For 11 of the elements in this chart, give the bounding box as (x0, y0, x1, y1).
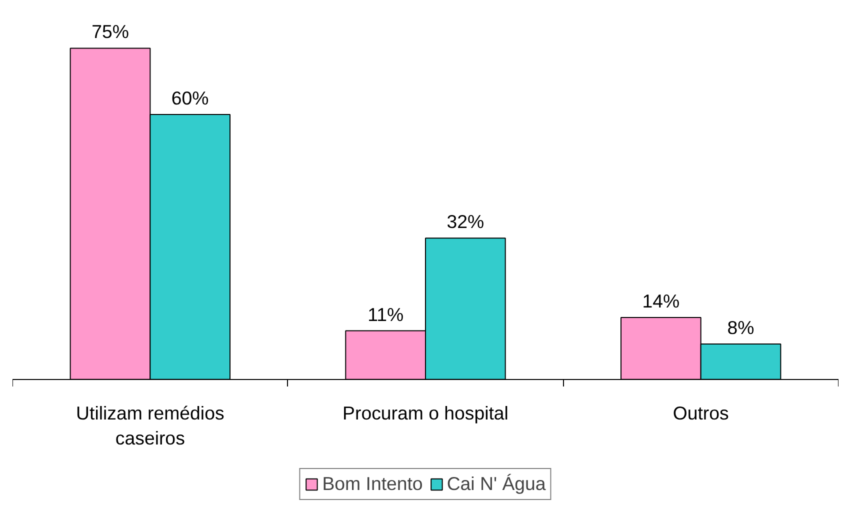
data-label: 8% (727, 317, 754, 338)
data-label: 75% (92, 21, 129, 42)
legend-label: Cai N' Água (446, 473, 546, 495)
legend-label: Bom Intento (322, 473, 423, 495)
x-tick-label: Outros (672, 402, 729, 424)
x-tick-label: Utilizam remédios caseiros (76, 402, 224, 449)
data-label: 11% (368, 304, 404, 325)
x-tick-label: Procuram o hospital (342, 402, 508, 424)
data-label: 14% (642, 290, 680, 312)
data-label: 60% (171, 87, 209, 108)
data-label: 32% (446, 211, 484, 232)
